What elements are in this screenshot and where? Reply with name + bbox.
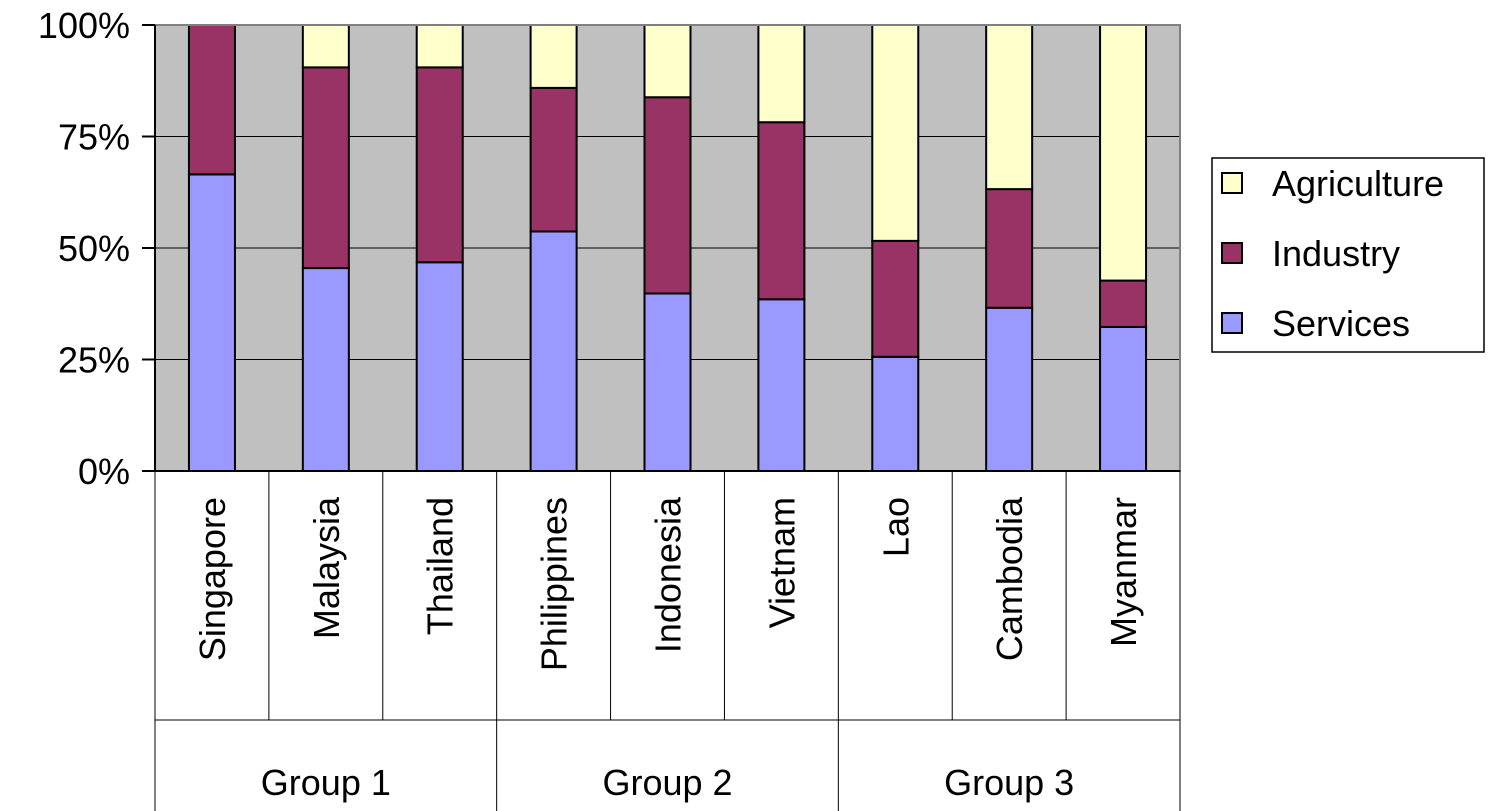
legend: Agriculture Industry Services <box>1211 157 1485 353</box>
bar-segment-agriculture <box>301 24 350 69</box>
bar-segment-industry <box>415 66 464 264</box>
category-label: Singapore <box>192 497 233 661</box>
bar-segment-agriculture <box>871 24 920 242</box>
group-labels: Group 1 Group 2 Group 3 <box>261 762 1074 803</box>
bar-segment-industry <box>529 86 578 233</box>
bar-segment-industry <box>757 121 806 301</box>
category-label: Myanmar <box>1103 497 1144 647</box>
legend-swatch-services <box>1221 312 1243 334</box>
bar-segment-agriculture <box>529 24 578 89</box>
bar-segment-services <box>757 298 806 473</box>
bar-segment-services <box>985 306 1034 472</box>
bar-segment-services <box>529 230 578 472</box>
legend-label: Services <box>1272 303 1410 344</box>
bar-segment-industry <box>985 188 1034 309</box>
y-tick-label: 25% <box>58 340 130 381</box>
bar-segment-agriculture <box>985 24 1034 191</box>
axes <box>142 24 1181 811</box>
bar-segment-agriculture <box>757 24 806 124</box>
y-tick-label: 50% <box>58 228 130 269</box>
legend-box <box>1211 157 1485 353</box>
bar-segment-industry <box>643 96 692 295</box>
bar-segment-services <box>301 267 350 472</box>
bar-segment-services <box>415 261 464 472</box>
bar-segment-industry <box>871 239 920 358</box>
legend-swatch-industry <box>1221 242 1243 264</box>
category-label: Thailand <box>420 497 461 635</box>
bar-segment-agriculture <box>415 24 464 69</box>
legend-label: Industry <box>1272 233 1400 274</box>
legend-label: Agriculture <box>1272 163 1444 204</box>
category-label: Philippines <box>534 497 575 671</box>
group-label: Group 1 <box>261 762 391 803</box>
y-tick-labels: 0% 25% 50% 75% 100% <box>38 5 130 492</box>
bars <box>187 24 1148 473</box>
y-tick-label: 75% <box>58 117 130 158</box>
category-label: Vietnam <box>761 497 802 628</box>
bar-segment-services <box>1099 325 1148 472</box>
bar-segment-industry <box>187 24 236 176</box>
y-tick-label: 100% <box>38 5 130 46</box>
bar-segment-industry <box>301 66 350 270</box>
y-tick-label: 0% <box>78 451 130 492</box>
category-label: Cambodia <box>989 496 1030 661</box>
bar-segment-services <box>643 292 692 472</box>
group-label: Group 2 <box>602 762 732 803</box>
category-label: Indonesia <box>648 496 689 653</box>
bar-segment-services <box>187 173 236 472</box>
category-label: Malaysia <box>306 496 347 639</box>
bar-segment-agriculture <box>643 24 692 99</box>
legend-swatch-agriculture <box>1221 172 1243 194</box>
group-label: Group 3 <box>944 762 1074 803</box>
category-label: Lao <box>875 497 916 557</box>
bar-segment-services <box>871 355 920 473</box>
bar-segment-agriculture <box>1099 24 1148 282</box>
bar-segment-industry <box>1099 279 1148 328</box>
category-labels: Singapore Malaysia Thailand Philippines Indo… <box>192 496 1144 671</box>
